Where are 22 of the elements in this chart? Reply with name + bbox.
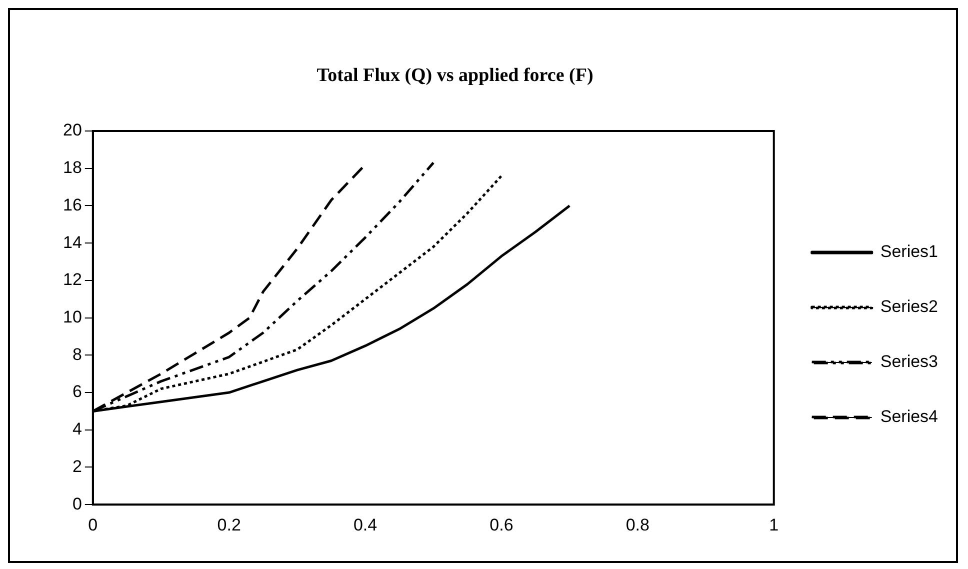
y-tick-label: 16 [62, 195, 82, 214]
x-tick-label: 0.8 [626, 515, 650, 534]
legend-label: Series2 [880, 297, 938, 316]
x-tick-label: 0.6 [490, 515, 514, 534]
legend-label: Series4 [880, 407, 938, 426]
y-tick-label: 8 [72, 344, 82, 364]
y-tick-label: 18 [62, 158, 82, 178]
y-tick-label: 14 [62, 232, 82, 252]
x-tick-label: 0.2 [217, 515, 241, 534]
x-tick-label: 0 [88, 515, 98, 534]
y-tick-label: 20 [62, 120, 82, 140]
y-tick-label: 12 [62, 270, 82, 290]
legend-label: Series1 [880, 242, 938, 262]
x-tick-label: 1 [769, 515, 779, 534]
y-tick-label: 4 [72, 420, 82, 439]
x-tick-label: 0.4 [353, 515, 378, 534]
y-tick-label: 10 [62, 307, 82, 326]
chart-title: Total Flux (Q) vs applied force (F) [316, 65, 594, 87]
y-tick-label: 6 [72, 382, 82, 402]
y-tick-label: 0 [72, 494, 82, 514]
y-tick-label: 2 [72, 456, 82, 476]
legend-label: Series3 [880, 352, 938, 372]
